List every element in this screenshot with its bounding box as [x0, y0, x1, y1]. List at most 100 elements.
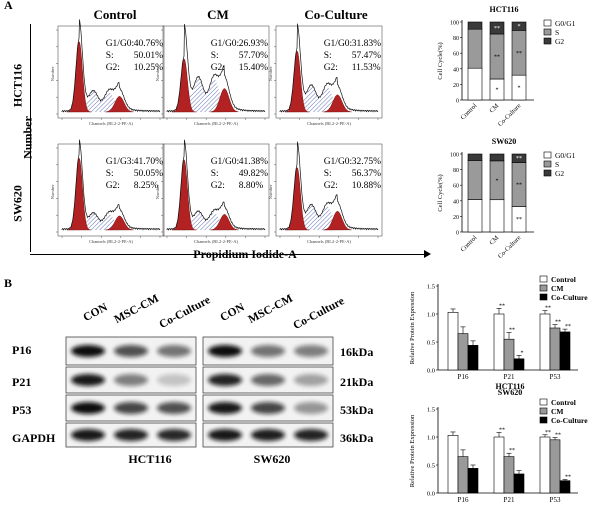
col-header-coculture: Co-Culture: [304, 7, 368, 22]
significance-mark: **: [555, 433, 561, 439]
histogram-frame: [162, 143, 270, 237]
y-tick-label: 40: [453, 67, 459, 73]
blot-band: [71, 374, 105, 386]
x-tick-label: P16: [458, 373, 469, 381]
x-tick-label: P21: [504, 496, 515, 504]
stacked-bar-segment: [511, 21, 527, 31]
histogram-stat-value: 40.76%: [134, 39, 163, 49]
significance-mark: **: [516, 182, 522, 188]
col-header-cm: CM: [207, 7, 229, 22]
stacked-bar-segment: [467, 21, 483, 30]
histogram-s-phase: [79, 214, 120, 230]
histogram-s-phase: [297, 206, 338, 230]
histogram-y-caption: Number: [268, 184, 273, 199]
bar: [549, 327, 561, 371]
x-tick-label: Co-Culture: [497, 234, 523, 260]
bar: [457, 456, 469, 494]
histogram-y-caption: Number: [155, 184, 160, 199]
protein-expression-chart-sw620: SW620 0.0 0.5 1.0 1.5 Relative Protein Expres…: [409, 388, 588, 504]
significance-mark: **: [565, 475, 571, 481]
y-tick-label: 1.0: [427, 435, 435, 442]
histogram-g2-peak: [210, 88, 239, 113]
significance-mark: **: [545, 430, 551, 436]
y-tick-label: 1.0: [427, 312, 435, 319]
legend-label: G2: [555, 169, 564, 178]
legend-swatch: [543, 169, 552, 177]
stacked-bar-segment: [467, 67, 483, 101]
significance-mark: **: [516, 156, 522, 162]
significance-mark: *: [518, 86, 521, 92]
histogram-s-phase: [184, 212, 225, 230]
y-tick-label: 20: [453, 83, 459, 89]
histogram-stat-label: S:: [211, 169, 219, 179]
stacked-bar-segment: [467, 153, 483, 161]
y-tick-label: 40: [453, 199, 459, 205]
col-header-control: Control: [93, 7, 137, 22]
y-tick-label: 1.5: [427, 407, 435, 414]
legend-swatch: [539, 275, 548, 283]
histogram-stat-value: 15.40%: [239, 63, 268, 73]
x-tick-label: Control: [459, 102, 478, 121]
legend-label: Co-Culture: [551, 293, 588, 302]
flow-histogram: Channels (BL2-2-PE-A) Number G1/G0: 31.83% S…: [268, 23, 383, 126]
significance-mark: **: [499, 303, 505, 309]
histogram-stat-label: S:: [324, 51, 332, 61]
histogram-g2-peak: [323, 94, 352, 113]
panel-a-x-axis-arrow: [424, 250, 431, 258]
histogram-stat-label: G2:: [324, 63, 338, 73]
histogram-stat-label: S:: [106, 51, 114, 61]
histogram-stat-label: S:: [106, 169, 114, 179]
x-tick-label: CM: [488, 234, 500, 246]
significance-mark: **: [494, 54, 500, 60]
histogram-stat-value: 32.75%: [352, 157, 381, 167]
blot-band: [157, 374, 191, 386]
x-tick-label: P53: [550, 373, 561, 381]
significance-mark: **: [516, 51, 522, 57]
histogram-stat-value: 31.83%: [352, 39, 381, 49]
histogram-frame: [275, 143, 383, 237]
protein-label-p53: P53: [12, 403, 32, 417]
cell-cycle-chart-sw620: SW620 0 20 40 60 80 100 Cell Cycle(%) Control * CM…: [437, 137, 576, 260]
histogram-g2-peak: [323, 211, 352, 231]
stacked-bar-segment: [489, 199, 505, 233]
legend-label: Co-Culture: [551, 416, 588, 425]
y-tick-label: 0.0: [427, 368, 435, 375]
bar: [539, 436, 551, 494]
y-axis-label: Cell Cycle(%): [437, 174, 444, 211]
histogram-g2-peak: [105, 96, 134, 113]
y-tick-label: 60: [453, 184, 459, 190]
blot-band: [114, 402, 148, 414]
blot-band: [251, 429, 285, 441]
flow-histogram: Channels (BL2-2-PE-A) Number G1/G0: 40.76% S…: [50, 19, 165, 126]
x-tick-label: P53: [550, 496, 561, 504]
bar: [549, 439, 561, 494]
legend-label: G2: [555, 37, 564, 46]
histogram-stat-label: G1/G0:: [106, 39, 135, 49]
chart-title: HCT116: [496, 382, 525, 391]
significance-mark: *: [496, 178, 499, 184]
histogram-stat-value: 49.82%: [239, 169, 268, 179]
stacked-bar-segment: [467, 199, 483, 233]
significance-mark: *: [496, 87, 499, 93]
y-tick-label: 60: [453, 52, 459, 58]
histogram-g2-peak: [210, 214, 239, 231]
y-tick-label: 20: [453, 215, 459, 221]
blot-band: [114, 429, 148, 441]
bar: [493, 436, 505, 494]
legend-label: Control: [551, 398, 576, 407]
blot-band: [251, 374, 285, 386]
histogram-stat-label: G2:: [106, 63, 120, 73]
histogram-stat-value: 8.80%: [239, 181, 264, 191]
bar: [503, 456, 515, 494]
legend-label: S: [555, 160, 559, 169]
blot-band: [208, 374, 242, 386]
legend-swatch: [543, 28, 552, 36]
y-tick-label: 100: [450, 21, 459, 27]
histogram-stat-label: G1/G0:: [211, 157, 240, 167]
protein-label-p16: P16: [12, 343, 32, 357]
significance-mark: **: [565, 324, 571, 330]
x-tick-label: CM: [488, 102, 500, 114]
stacked-bar-segment: [489, 153, 505, 162]
histogram-stat-value: 57.70%: [239, 51, 268, 61]
bar: [539, 313, 551, 371]
